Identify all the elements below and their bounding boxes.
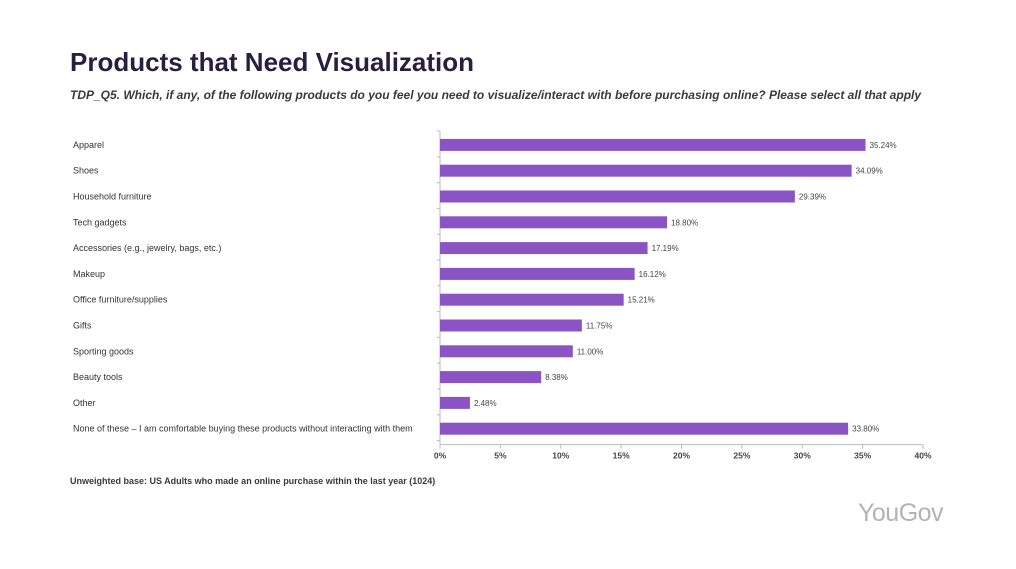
x-tick-label: 15% (613, 451, 630, 461)
x-tick-label: 40% (914, 451, 931, 461)
data-label: 17.19% (652, 244, 679, 253)
category-label: Apparel (73, 140, 104, 150)
data-label: 16.12% (639, 270, 666, 279)
bar (440, 267, 635, 280)
category-label: Makeup (73, 269, 105, 279)
data-label: 8.38% (545, 373, 568, 382)
data-label: 11.00% (577, 347, 604, 356)
chart-subtitle: TDP_Q5. Which, if any, of the following … (70, 88, 922, 102)
category-label: Office furniture/supplies (73, 295, 168, 305)
chart-title: Products that Need Visualization (70, 47, 475, 77)
yougov-logo: YouGov (858, 499, 944, 527)
x-tick-label: 0% (434, 451, 447, 461)
bar (440, 138, 866, 151)
bar (440, 293, 624, 306)
bar (440, 422, 849, 435)
bar (440, 371, 542, 384)
base-footnote: Unweighted base: US Adults who made an o… (70, 476, 436, 486)
data-label: 29.39% (799, 193, 826, 202)
data-label: 35.24% (870, 141, 897, 150)
x-tick-label: 5% (494, 451, 507, 461)
bar (440, 396, 470, 409)
data-label: 2.48% (474, 399, 497, 408)
data-label: 15.21% (628, 296, 655, 305)
data-label: 33.80% (852, 425, 879, 434)
x-tick-label: 10% (552, 451, 569, 461)
category-label: Accessories (e.g., jewelry, bags, etc.) (73, 243, 221, 253)
x-tick-label: 20% (673, 451, 690, 461)
data-label: 11.75% (586, 322, 613, 331)
category-label: Sporting goods (73, 346, 134, 356)
bar (440, 216, 668, 229)
x-tick-label: 25% (733, 451, 750, 461)
category-label: None of these – I am comfortable buying … (73, 424, 413, 434)
bar (440, 164, 852, 177)
category-label: Other (73, 398, 96, 408)
category-label: Beauty tools (73, 372, 123, 382)
bar (440, 242, 648, 255)
data-label: 18.80% (671, 218, 698, 227)
bar (440, 319, 582, 332)
bar (440, 345, 573, 358)
x-tick-label: 30% (794, 451, 811, 461)
category-label: Shoes (73, 166, 99, 176)
category-label: Tech gadgets (73, 217, 127, 227)
data-label: 34.09% (856, 167, 883, 176)
category-label: Household furniture (73, 192, 152, 202)
x-tick-label: 35% (854, 451, 871, 461)
category-label: Gifts (73, 321, 92, 331)
bar (440, 190, 795, 203)
